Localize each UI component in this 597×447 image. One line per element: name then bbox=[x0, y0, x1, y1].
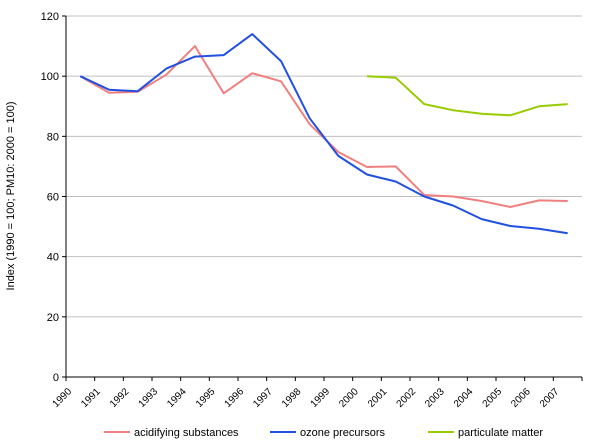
y-tick-label: 60 bbox=[47, 192, 59, 204]
y-axis-label: Index (1990 = 100; PM10: 2000 = 100) bbox=[5, 102, 17, 291]
y-tick-label: 0 bbox=[53, 372, 59, 384]
y-tick-label: 80 bbox=[47, 131, 59, 143]
x-tick-label: 2002 bbox=[395, 386, 419, 410]
x-tick-label: 2000 bbox=[337, 386, 361, 410]
axes bbox=[62, 15, 583, 381]
x-tick-label: 1991 bbox=[79, 386, 103, 410]
legend-label: ozone precursors bbox=[300, 427, 385, 439]
series-line-particulate-matter bbox=[366, 75, 568, 117]
x-tick-label: 2003 bbox=[423, 386, 447, 410]
x-tick-label: 1995 bbox=[194, 386, 218, 410]
series-line-ozone-precursors bbox=[79, 33, 568, 235]
x-tick-label: 2005 bbox=[481, 386, 505, 410]
x-tick-label: 1997 bbox=[251, 386, 275, 410]
legend-label: particulate matter bbox=[458, 427, 543, 439]
x-tick-label: 1990 bbox=[51, 386, 75, 410]
x-tick-label: 1999 bbox=[309, 386, 333, 410]
x-tick-label: 1996 bbox=[223, 386, 247, 410]
y-tick-label: 40 bbox=[47, 252, 59, 264]
y-tick-labels: 0 20 40 60 80 100 120 bbox=[41, 11, 59, 384]
legend: acidifying substances ozone precursors par… bbox=[104, 427, 543, 439]
legend-label: acidifying substances bbox=[134, 427, 239, 439]
x-tick-label: 1992 bbox=[108, 386, 132, 410]
y-tick-label: 100 bbox=[41, 71, 59, 83]
x-tick-label: 2007 bbox=[538, 386, 562, 410]
x-tick-label: 2006 bbox=[509, 386, 533, 410]
y-tick-label: 120 bbox=[41, 11, 59, 23]
y-tick-label: 20 bbox=[47, 312, 59, 324]
series-line-acidifying-substances bbox=[79, 45, 568, 208]
gridlines bbox=[66, 15, 582, 318]
x-tick-label: 2004 bbox=[452, 386, 476, 410]
x-tick-label: 1998 bbox=[280, 386, 304, 410]
x-tick-label: 1993 bbox=[137, 386, 161, 410]
x-tick-labels: 1990 1991 1992 1993 1994 1995 1996 1997 1998 1999… bbox=[51, 386, 562, 410]
x-tick-label: 2001 bbox=[366, 386, 390, 410]
series-lines bbox=[79, 33, 568, 235]
x-tick-label: 1994 bbox=[165, 386, 189, 410]
